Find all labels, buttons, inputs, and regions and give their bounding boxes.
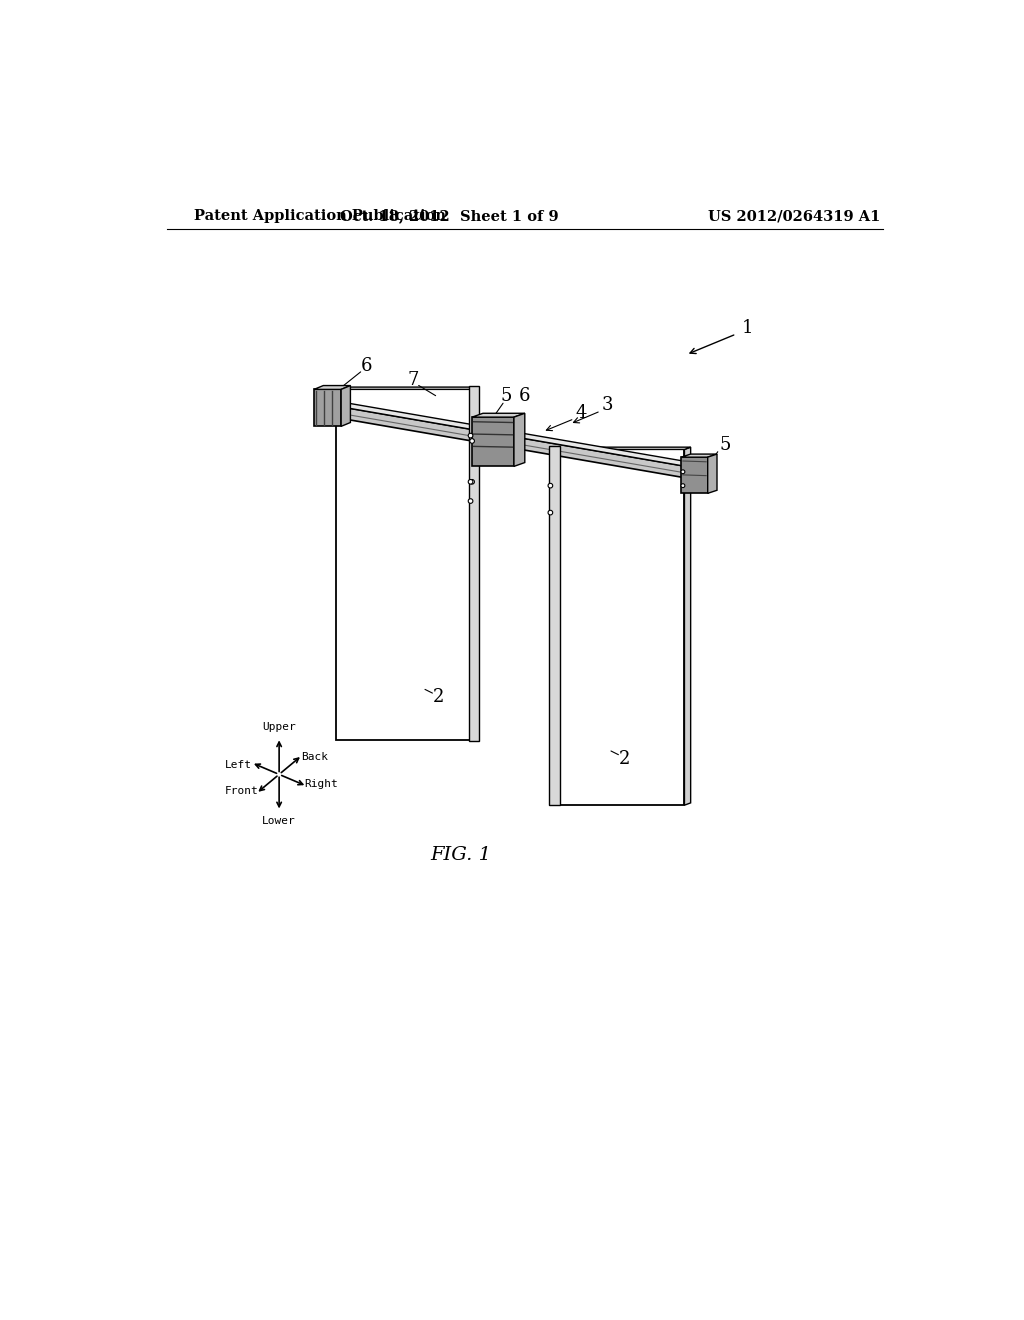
- Text: 7: 7: [408, 371, 419, 389]
- Polygon shape: [321, 400, 692, 466]
- Text: 3: 3: [601, 396, 612, 413]
- Polygon shape: [321, 404, 686, 478]
- Text: 5: 5: [719, 436, 730, 454]
- Text: 2: 2: [618, 750, 630, 768]
- Text: 5: 5: [501, 387, 512, 404]
- Polygon shape: [314, 389, 341, 426]
- Circle shape: [548, 483, 553, 488]
- Circle shape: [468, 499, 473, 503]
- Polygon shape: [471, 387, 477, 739]
- Polygon shape: [708, 454, 717, 494]
- Text: Back: Back: [301, 752, 328, 763]
- Circle shape: [468, 433, 473, 438]
- Text: Patent Application Publication: Patent Application Publication: [194, 209, 445, 223]
- Circle shape: [468, 479, 473, 484]
- Polygon shape: [336, 387, 477, 389]
- Circle shape: [470, 438, 474, 444]
- Circle shape: [681, 470, 685, 474]
- Circle shape: [470, 479, 474, 484]
- Text: 2: 2: [432, 689, 443, 706]
- Text: Left: Left: [225, 760, 252, 770]
- Polygon shape: [341, 385, 350, 426]
- Polygon shape: [681, 454, 717, 457]
- Text: 1: 1: [741, 319, 754, 337]
- Polygon shape: [472, 413, 524, 417]
- Polygon shape: [336, 389, 471, 739]
- Polygon shape: [550, 447, 690, 449]
- Polygon shape: [469, 387, 479, 742]
- Text: Right: Right: [304, 779, 338, 789]
- Text: Upper: Upper: [262, 722, 296, 733]
- Polygon shape: [681, 457, 708, 494]
- Text: 6: 6: [519, 387, 530, 404]
- Circle shape: [548, 511, 553, 515]
- Text: US 2012/0264319 A1: US 2012/0264319 A1: [709, 209, 881, 223]
- Polygon shape: [514, 413, 524, 466]
- Polygon shape: [550, 449, 684, 805]
- Text: FIG. 1: FIG. 1: [431, 846, 492, 865]
- Text: 6: 6: [360, 358, 373, 375]
- Polygon shape: [549, 446, 560, 805]
- Text: Oct. 18, 2012  Sheet 1 of 9: Oct. 18, 2012 Sheet 1 of 9: [340, 209, 559, 223]
- Circle shape: [681, 483, 685, 487]
- Polygon shape: [684, 447, 690, 805]
- Polygon shape: [472, 417, 514, 466]
- Text: Lower: Lower: [262, 816, 296, 826]
- Text: 4: 4: [575, 404, 587, 421]
- Text: Front: Front: [225, 787, 259, 796]
- Polygon shape: [314, 385, 350, 389]
